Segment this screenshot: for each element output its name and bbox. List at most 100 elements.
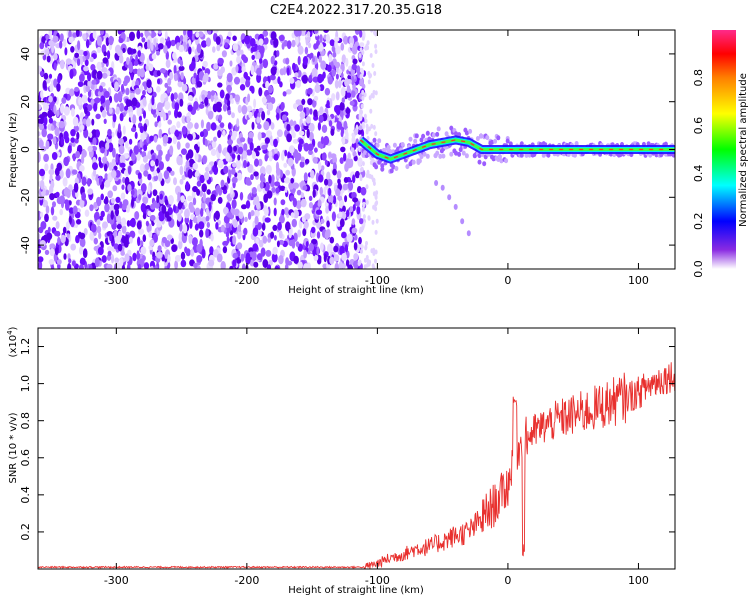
noise-speckle <box>225 231 230 238</box>
noise-speckle <box>130 217 136 228</box>
noise-speckle <box>292 138 299 144</box>
noise-speckle <box>359 218 364 225</box>
noise-speckle <box>229 265 234 269</box>
noise-speckle <box>349 206 354 213</box>
noise-speckle <box>66 233 70 239</box>
noise-speckle <box>246 149 253 156</box>
noise-speckle <box>302 185 308 191</box>
noise-speckle <box>294 72 299 78</box>
spectrogram-x-tick-label: -100 <box>365 274 390 287</box>
noise-speckle <box>208 259 215 267</box>
noise-speckle <box>228 169 232 179</box>
noise-speckle <box>209 246 214 256</box>
noise-speckle <box>324 87 331 96</box>
noise-speckle <box>164 31 168 40</box>
noise-speckle <box>177 80 183 88</box>
noise-speckle <box>235 64 239 73</box>
noise-speckle <box>241 66 246 73</box>
noise-speckle <box>100 95 106 104</box>
noise-speckle <box>38 233 41 240</box>
noise-speckle <box>83 228 88 236</box>
noise-speckle <box>144 30 149 38</box>
noise-speckle <box>291 218 297 228</box>
noise-speckle <box>238 211 244 219</box>
trace-halo <box>419 154 424 160</box>
noise-speckle <box>366 262 370 268</box>
noise-speckle <box>306 36 310 43</box>
noise-speckle <box>108 162 113 171</box>
noise-speckle <box>215 36 221 45</box>
noise-speckle <box>165 59 171 69</box>
noise-speckle <box>318 174 324 183</box>
snr-x-tick-label: -300 <box>104 574 129 587</box>
noise-speckle <box>121 225 127 234</box>
noise-speckle <box>275 187 280 194</box>
noise-speckle <box>52 201 56 208</box>
noise-speckle <box>136 220 142 230</box>
noise-speckle <box>269 74 276 81</box>
noise-speckle <box>297 229 302 238</box>
noise-speckle <box>372 177 376 183</box>
noise-speckle <box>191 189 196 200</box>
noise-speckle <box>42 80 47 89</box>
trace-halo <box>392 142 397 148</box>
spectrogram-y-tick-label: 0 <box>19 146 32 153</box>
noise-speckle <box>54 247 59 256</box>
noise-speckle <box>329 256 335 265</box>
noise-speckle <box>272 224 278 231</box>
noise-speckle <box>256 253 263 261</box>
noise-speckle <box>365 123 369 129</box>
noise-speckle <box>104 173 108 181</box>
noise-speckle <box>277 76 281 85</box>
noise-speckle <box>178 65 185 71</box>
noise-speckle <box>52 35 59 43</box>
noise-speckle <box>137 50 141 58</box>
noise-speckle <box>289 195 295 201</box>
noise-speckle <box>142 156 148 163</box>
noise-speckle <box>132 114 137 125</box>
noise-speckle <box>181 174 186 181</box>
trace-halo <box>394 166 399 171</box>
noise-speckle <box>316 246 320 256</box>
noise-speckle <box>329 39 335 47</box>
noise-speckle <box>212 30 219 34</box>
noise-speckle <box>210 233 214 242</box>
noise-speckle <box>191 46 195 52</box>
noise-speckle <box>259 173 265 183</box>
noise-speckle <box>79 257 86 266</box>
noise-speckle <box>43 102 49 112</box>
noise-speckle <box>364 118 368 124</box>
noise-speckle <box>44 163 49 172</box>
noise-speckle <box>365 173 369 178</box>
noise-speckle <box>347 79 352 84</box>
noise-speckle <box>201 40 207 48</box>
noise-speckle <box>72 116 79 127</box>
noise-speckle <box>48 169 55 176</box>
noise-speckle <box>327 76 333 85</box>
noise-speckle <box>226 236 230 244</box>
noise-speckle <box>347 181 354 191</box>
noise-speckle <box>363 257 367 263</box>
noise-speckle <box>90 223 97 233</box>
noise-speckle <box>144 83 148 91</box>
noise-speckle <box>372 124 376 130</box>
noise-speckle <box>295 200 302 210</box>
noise-speckle <box>278 34 285 42</box>
noise-speckle <box>337 195 343 201</box>
noise-speckle <box>280 199 286 206</box>
noise-speckle <box>39 42 45 50</box>
mirror-trace-point <box>447 194 452 201</box>
noise-speckle <box>172 52 177 60</box>
noise-speckle <box>110 197 115 204</box>
noise-speckle <box>65 221 70 230</box>
noise-speckle <box>83 50 88 57</box>
noise-speckle <box>278 239 285 245</box>
noise-speckle <box>353 241 358 251</box>
noise-speckle <box>370 123 374 129</box>
noise-speckle <box>107 128 112 137</box>
noise-speckle <box>192 132 196 140</box>
noise-speckle <box>96 36 101 46</box>
noise-speckle <box>237 146 244 155</box>
noise-speckle <box>286 133 292 143</box>
noise-speckle <box>55 191 60 198</box>
